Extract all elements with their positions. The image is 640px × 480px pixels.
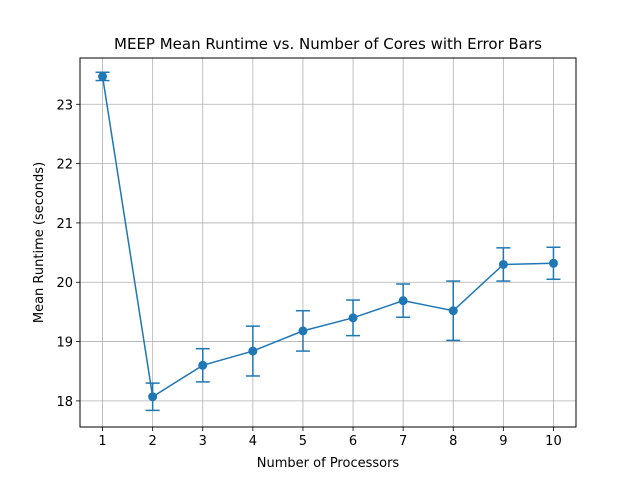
data-point	[148, 392, 158, 402]
data-point	[98, 71, 108, 81]
y-tick-label: 21	[56, 217, 73, 232]
data-point	[298, 326, 308, 336]
series-layer	[95, 71, 561, 412]
data-point	[448, 306, 458, 316]
x-tick-label: 2	[149, 434, 157, 449]
x-tick-label: 9	[499, 434, 507, 449]
y-tick-label: 19	[56, 336, 73, 351]
x-tick-label: 1	[98, 434, 106, 449]
x-tick-label: 3	[199, 434, 207, 449]
x-tick-label: 6	[349, 434, 357, 449]
grid	[80, 58, 576, 427]
x-tick-label: 7	[399, 434, 407, 449]
data-point	[398, 296, 408, 306]
data-point	[248, 346, 258, 356]
data-point	[548, 258, 558, 268]
y-tick-label: 23	[56, 98, 73, 113]
x-axis-title: Number of Processors	[257, 456, 400, 471]
data-point	[498, 259, 508, 269]
y-tick-label: 22	[56, 158, 73, 173]
y-tick-label: 18	[56, 395, 73, 410]
x-tick-label: 8	[449, 434, 457, 449]
x-tick-label: 4	[249, 434, 257, 449]
y-tick-label: 20	[56, 276, 73, 291]
y-axis-title: Mean Runtime (seconds)	[32, 162, 47, 323]
data-point	[198, 360, 208, 370]
x-tick-label: 5	[299, 434, 307, 449]
plot-frame	[79, 57, 577, 428]
x-tick-label: 10	[545, 434, 562, 449]
chart-title: MEEP Mean Runtime vs. Number of Cores wi…	[114, 35, 542, 53]
series-line	[101, 76, 554, 398]
data-point	[348, 313, 358, 323]
